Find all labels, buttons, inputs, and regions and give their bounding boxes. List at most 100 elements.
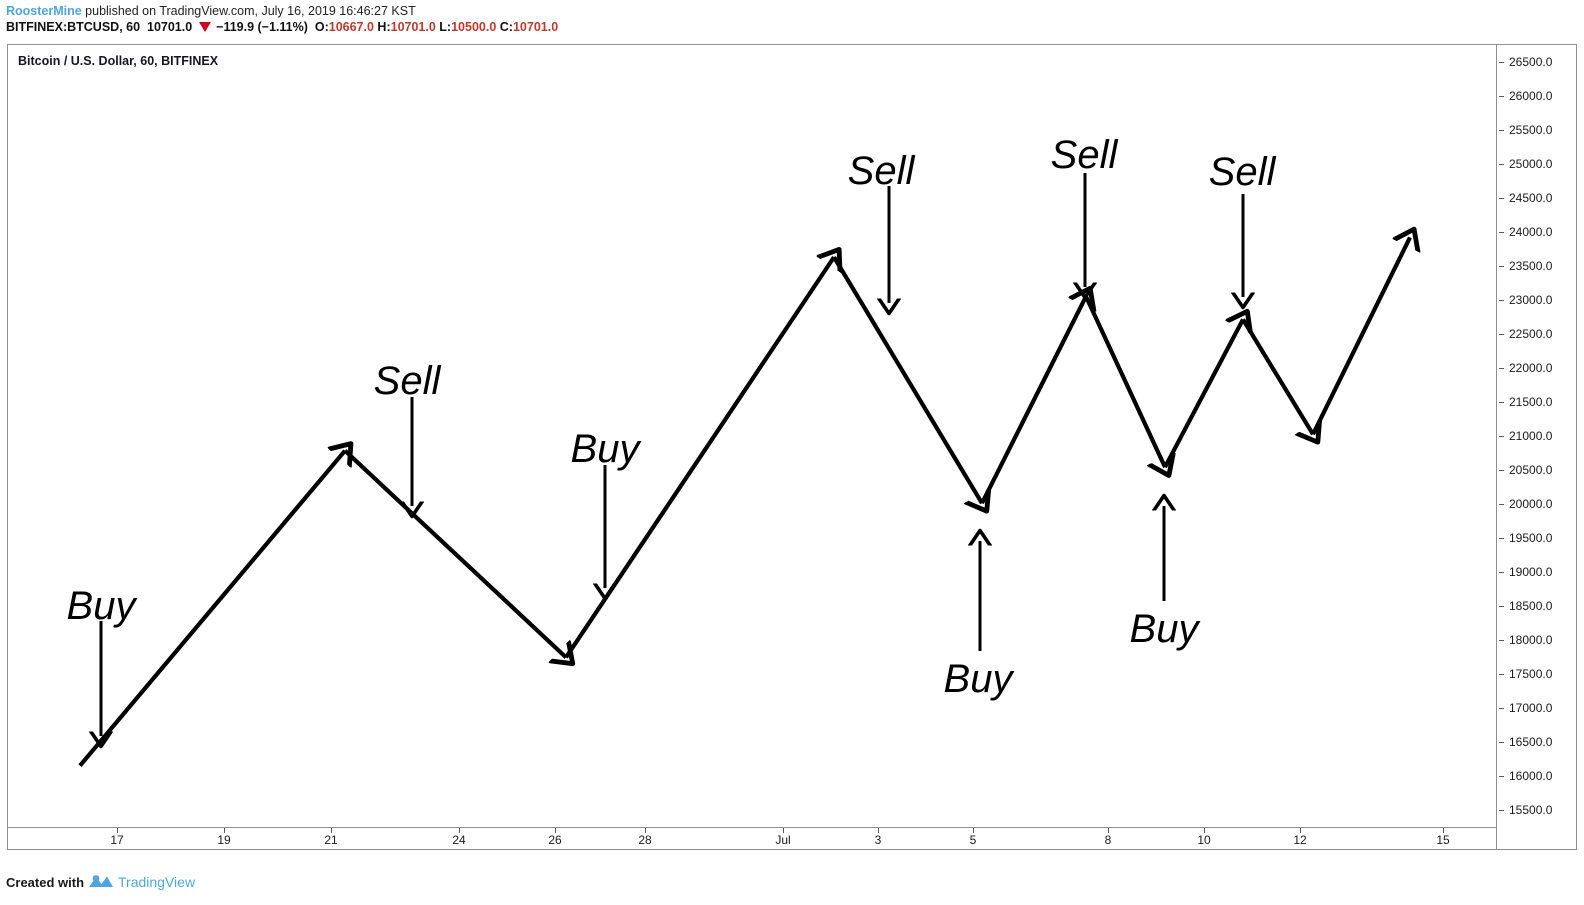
tradingview-logo-icon bbox=[88, 873, 114, 891]
sell-annotation-label: Sell bbox=[1050, 133, 1118, 177]
time-axis-label: 17 bbox=[110, 833, 124, 847]
price-axis-label: 20500.0 bbox=[1509, 463, 1553, 477]
zigzag-segment bbox=[1084, 295, 1165, 467]
tick-dash-icon bbox=[1499, 538, 1504, 539]
tick-dash-icon bbox=[1499, 164, 1504, 165]
price-axis-label: 20000.0 bbox=[1509, 497, 1553, 511]
open-label: O: bbox=[314, 20, 329, 34]
time-axis-label: 3 bbox=[874, 833, 882, 847]
time-axis-label: 19 bbox=[217, 833, 231, 847]
tick-dash-icon bbox=[224, 828, 225, 833]
buy-annotation-label: Buy bbox=[66, 584, 136, 628]
sell-annotation-label: Sell bbox=[373, 359, 441, 403]
tradingview-brand[interactable]: TradingView bbox=[118, 874, 196, 890]
tick-dash-icon bbox=[1108, 828, 1109, 833]
symbol-ticker[interactable]: BITFINEX:BTCUSD, 60 bbox=[6, 20, 141, 34]
price-axis-label: 22500.0 bbox=[1509, 327, 1553, 341]
time-axis-label: 12 bbox=[1293, 833, 1307, 847]
zigzag-segment bbox=[980, 296, 1086, 505]
time-axis-label: 8 bbox=[1104, 833, 1112, 847]
price-axis-label: 23500.0 bbox=[1509, 259, 1553, 273]
tick-dash-icon bbox=[1499, 776, 1504, 777]
tick-dash-icon bbox=[1499, 606, 1504, 607]
price-axis-label: 24500.0 bbox=[1509, 191, 1553, 205]
author-link[interactable]: RoosterMine bbox=[6, 4, 82, 18]
symbol-quote-line: BITFINEX:BTCUSD, 60 10701.0 −119.9 (−1.1… bbox=[6, 19, 1584, 36]
publication-line: RoosterMine published on TradingView.com… bbox=[6, 3, 1584, 19]
tick-dash-icon bbox=[1443, 828, 1444, 833]
created-with-label: Created with bbox=[6, 874, 85, 890]
price-axis[interactable]: 26500.0 26000.0 25500.0 25000.0 24500.0 24000… bbox=[1496, 45, 1576, 849]
footer: Created with TradingView bbox=[6, 868, 195, 896]
zigzag-segment bbox=[1241, 318, 1313, 434]
price-axis-label: 21500.0 bbox=[1509, 395, 1553, 409]
price-axis-label: 16000.0 bbox=[1509, 769, 1553, 783]
chart-header: RoosterMine published on TradingView.com… bbox=[0, 0, 1584, 40]
tick-dash-icon bbox=[1499, 674, 1504, 675]
tick-dash-icon bbox=[1499, 436, 1504, 437]
tick-dash-icon bbox=[1499, 742, 1504, 743]
chart-frame: Bitcoin / U.S. Dollar, 60, BITFINEX Buy S… bbox=[7, 44, 1577, 850]
time-axis[interactable]: 17 19 21 24 26 28 Jul 3 5 8 10 12 15 bbox=[8, 828, 1497, 849]
tick-dash-icon bbox=[555, 828, 556, 833]
tick-dash-icon bbox=[1499, 334, 1504, 335]
tick-dash-icon bbox=[1499, 640, 1504, 641]
buy-annotation-label: Buy bbox=[1129, 607, 1199, 651]
tick-dash-icon bbox=[1499, 130, 1504, 131]
tick-dash-icon bbox=[331, 828, 332, 833]
tick-dash-icon bbox=[1499, 198, 1504, 199]
plot-area[interactable]: Bitcoin / U.S. Dollar, 60, BITFINEX Buy S… bbox=[8, 45, 1497, 827]
tick-dash-icon bbox=[1300, 828, 1301, 833]
zigzag-segment bbox=[1311, 237, 1410, 436]
price-axis-label: 17500.0 bbox=[1509, 667, 1553, 681]
tick-dash-icon bbox=[1499, 708, 1504, 709]
open-value: 10667.0 bbox=[328, 20, 374, 34]
time-axis-label: 24 bbox=[452, 833, 466, 847]
tick-dash-icon bbox=[1499, 62, 1504, 63]
price-axis-label: 26000.0 bbox=[1509, 89, 1553, 103]
high-value: 10701.0 bbox=[390, 20, 436, 34]
tick-dash-icon bbox=[1499, 470, 1504, 471]
tick-dash-icon bbox=[878, 828, 879, 833]
low-label: L: bbox=[439, 20, 452, 34]
price-axis-label: 25500.0 bbox=[1509, 123, 1553, 137]
price-axis-label: 19500.0 bbox=[1509, 531, 1553, 545]
tick-dash-icon bbox=[1204, 828, 1205, 833]
price-axis-label: 21000.0 bbox=[1509, 429, 1553, 443]
time-axis-label: 10 bbox=[1197, 833, 1211, 847]
close-label: C: bbox=[499, 20, 513, 34]
tick-dash-icon bbox=[1499, 572, 1504, 573]
tick-dash-icon bbox=[783, 828, 784, 833]
buy-annotation-label: Buy bbox=[570, 427, 640, 471]
time-axis-label: 28 bbox=[638, 833, 652, 847]
time-axis-label: 15 bbox=[1436, 833, 1450, 847]
tick-dash-icon bbox=[1499, 504, 1504, 505]
price-axis-label: 23000.0 bbox=[1509, 293, 1553, 307]
price-axis-label: 26500.0 bbox=[1509, 55, 1553, 69]
price-axis-label: 18500.0 bbox=[1509, 599, 1553, 613]
tick-dash-icon bbox=[1499, 368, 1504, 369]
tick-dash-icon bbox=[1499, 232, 1504, 233]
low-value: 10500.0 bbox=[451, 20, 497, 34]
zigzag-segment bbox=[78, 451, 345, 767]
tick-dash-icon bbox=[1499, 300, 1504, 301]
price-axis-label: 16500.0 bbox=[1509, 735, 1553, 749]
tick-dash-icon bbox=[1499, 96, 1504, 97]
price-axis-label: 17000.0 bbox=[1509, 701, 1553, 715]
price-axis-label: 24000.0 bbox=[1509, 225, 1553, 239]
close-value: 10701.0 bbox=[512, 20, 559, 34]
tick-dash-icon bbox=[1499, 810, 1504, 811]
publication-info: published on TradingView.com, July 16, 2… bbox=[81, 4, 416, 18]
tick-dash-icon bbox=[117, 828, 118, 833]
tick-dash-icon bbox=[645, 828, 646, 833]
chart-legend: Bitcoin / U.S. Dollar, 60, BITFINEX bbox=[18, 54, 219, 68]
price-axis-label: 15500.0 bbox=[1509, 803, 1553, 817]
time-axis-label: 5 bbox=[969, 833, 977, 847]
annotation-arrows bbox=[8, 173, 1497, 827]
sell-annotation-label: Sell bbox=[847, 149, 915, 193]
zigzag-segment bbox=[832, 256, 982, 503]
triangle-down-icon bbox=[198, 22, 211, 32]
plot-bottom-border bbox=[8, 827, 1497, 828]
time-axis-label: 26 bbox=[548, 833, 562, 847]
tick-dash-icon bbox=[459, 828, 460, 833]
